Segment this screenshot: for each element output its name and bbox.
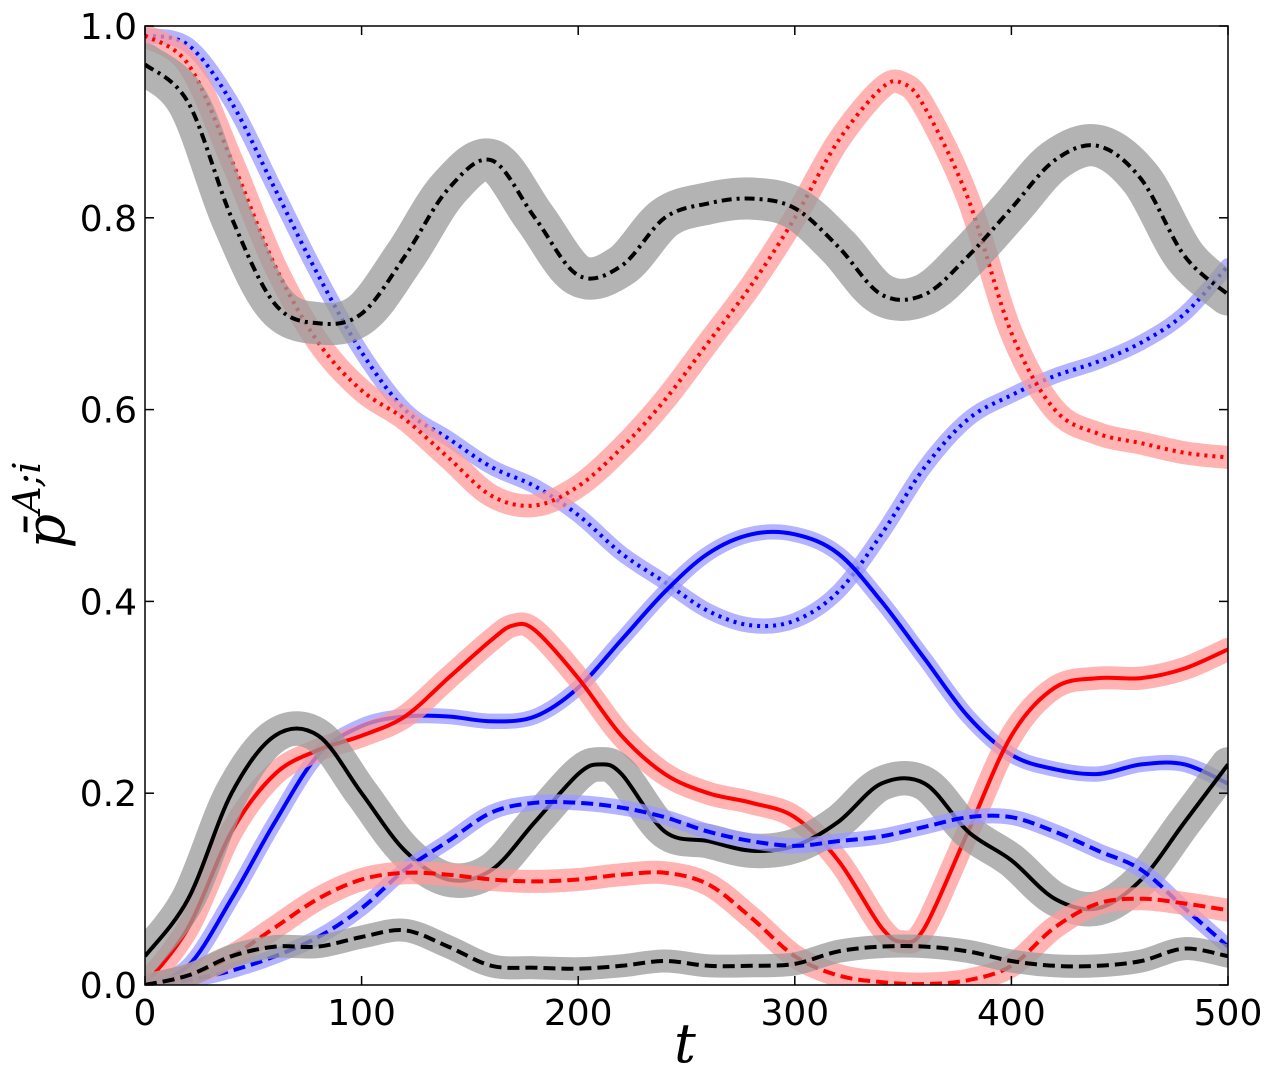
x-axis-label: t bbox=[674, 1012, 696, 1074]
y-axis-label-base: p̄ bbox=[14, 514, 77, 549]
y-tick-label: 0.4 bbox=[80, 582, 137, 623]
y-tick-label: 0.6 bbox=[80, 391, 137, 432]
series-group bbox=[145, 26, 1228, 985]
series-9-line bbox=[145, 928, 1228, 985]
series-9-band bbox=[145, 918, 1228, 985]
x-tick-label: 300 bbox=[760, 993, 829, 1034]
x-tick-label: 500 bbox=[1194, 993, 1263, 1034]
y-tick-label: 0.8 bbox=[80, 199, 137, 240]
y-axis-label-group: p̄A;i bbox=[5, 462, 77, 549]
series-3-band bbox=[145, 43, 1228, 346]
plot-frame bbox=[144, 25, 1229, 986]
y-tick-label: 0.0 bbox=[80, 966, 137, 1007]
y-tick-label: 1.0 bbox=[80, 7, 137, 48]
series-8-line bbox=[145, 870, 1228, 985]
y-axis-label: p̄A;i bbox=[5, 462, 77, 549]
axes: 0 100 200 300 400 500 0.0 0.2 0.4 0.6 0.8 1.0 bbox=[80, 7, 1263, 1034]
series-3-line bbox=[145, 62, 1228, 327]
x-tick-label: 0 bbox=[134, 993, 157, 1034]
plot-area bbox=[145, 26, 1228, 985]
x-tick-label: 200 bbox=[544, 993, 613, 1034]
x-tick-label: 100 bbox=[327, 993, 396, 1034]
x-tick-label: 400 bbox=[977, 993, 1046, 1034]
y-axis-label-superscript: A;i bbox=[5, 462, 49, 517]
y-tick-label: 0.2 bbox=[80, 774, 137, 815]
